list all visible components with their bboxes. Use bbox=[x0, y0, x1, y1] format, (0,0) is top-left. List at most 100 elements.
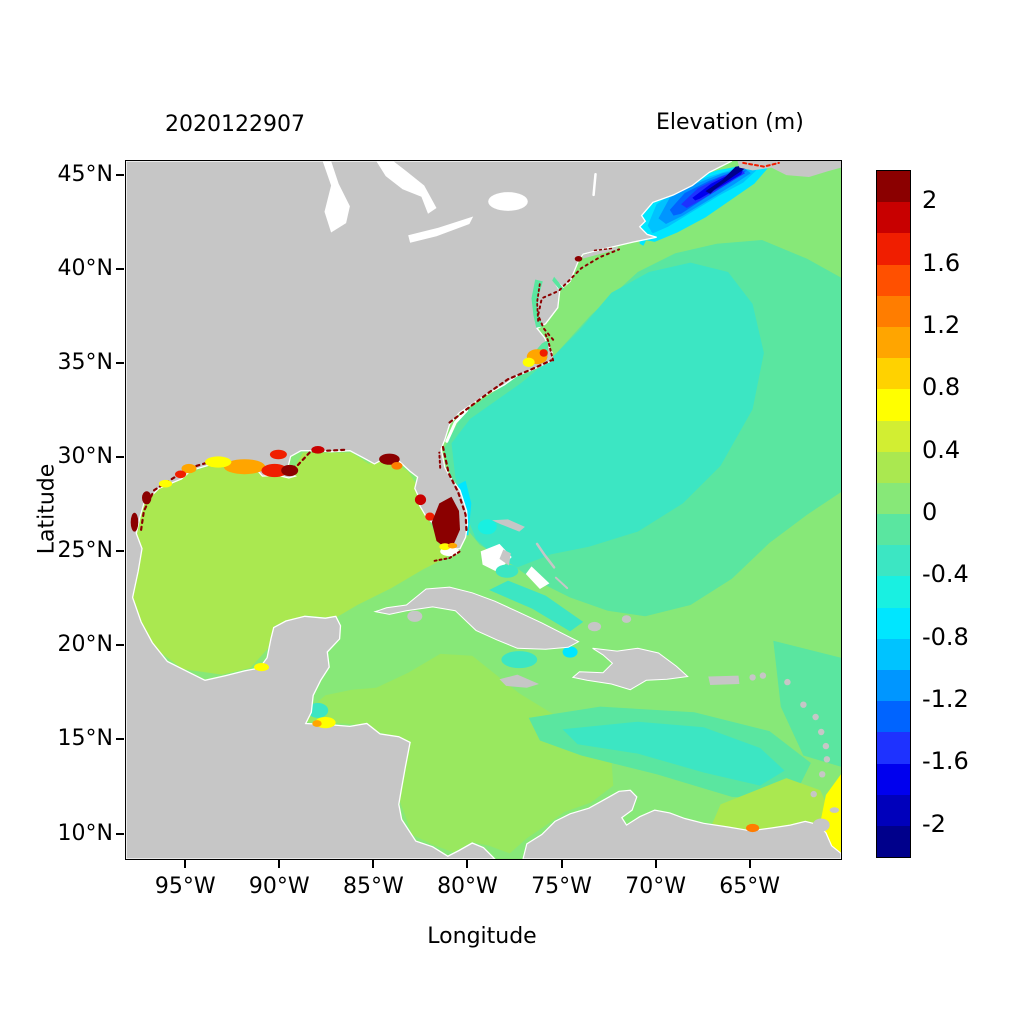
map-layer-se-coast-darkred bbox=[448, 359, 553, 424]
colorbar-title: Elevation (m) bbox=[656, 110, 804, 135]
map-layer-land-lesser-antilles bbox=[823, 756, 831, 763]
y-tick-label: 35°N bbox=[57, 350, 113, 376]
x-axis-label: Longitude bbox=[427, 924, 537, 949]
map-layer-land-jamaica bbox=[499, 674, 539, 688]
map-layer-florida-keys-darkred bbox=[433, 550, 461, 562]
colorbar-tick-label: -1.6 bbox=[922, 747, 969, 776]
map-layer-land-tobago bbox=[829, 807, 840, 813]
map-layer-land-long-island bbox=[582, 246, 618, 259]
y-tick-label: 30°N bbox=[57, 444, 113, 470]
map-layer-chesapeake-darkred bbox=[536, 282, 541, 322]
map-layer-gulf-honduras-turquoise bbox=[307, 702, 329, 718]
map-layer-caribbean-turquoise-band bbox=[562, 721, 785, 786]
map-layer-land-eleuthera bbox=[535, 542, 556, 569]
map-layer-corpus-darkred bbox=[142, 491, 152, 505]
colorbar-block bbox=[877, 389, 910, 421]
y-tick-label: 10°N bbox=[57, 820, 113, 846]
map-layer-lake-huron bbox=[376, 161, 437, 214]
map-layer-land-lesser-antilles bbox=[800, 701, 807, 708]
run-timestamp-title: 2020122907 bbox=[165, 112, 305, 137]
colorbar-block bbox=[877, 326, 910, 359]
colorbar-block bbox=[877, 638, 910, 670]
map-layer-bahama-turquoise-spot bbox=[495, 564, 519, 578]
map-layer-east-antilles-springgreen bbox=[773, 640, 841, 767]
colorbar-tick-label: 0.8 bbox=[922, 373, 961, 402]
colorbar-block bbox=[877, 451, 910, 483]
colorbar-block bbox=[877, 171, 910, 203]
map-layer-land-lesser-antilles bbox=[822, 742, 830, 750]
x-tick-mark bbox=[654, 860, 657, 868]
colorbar-block bbox=[877, 825, 910, 858]
map-layer-land-lesser-antilles bbox=[818, 728, 825, 736]
map-layer-pontchartrain-red bbox=[269, 449, 287, 460]
map-layer-bay-of-fundy-navy bbox=[705, 164, 751, 194]
map-layer-land-nova-scotia bbox=[737, 161, 841, 177]
map-layer-land-isla-juventud bbox=[407, 610, 423, 622]
map-layer-delta-darkred bbox=[281, 464, 299, 477]
map-layer-campeche-yellow bbox=[254, 663, 269, 672]
x-tick-label: 95°W bbox=[154, 874, 216, 899]
map-layer-land-andros bbox=[499, 549, 511, 566]
map-layer-land-lesser-antilles bbox=[784, 678, 791, 686]
colorbar-labels: 2 1.6 1.2 0.8 0.4 0 -0.4 -0.8 -1.2 -1.6 -2 bbox=[922, 170, 1002, 856]
map-layer-midatlantic-coast-darkred bbox=[537, 248, 620, 341]
colorbar-block bbox=[877, 264, 910, 296]
x-tick-label: 85°W bbox=[342, 874, 404, 899]
colorbar-tick-label: 1.6 bbox=[922, 248, 961, 277]
map-layer-land-grand-bahama-abaco bbox=[492, 519, 525, 532]
map-layer-windward-passage-cyan bbox=[562, 646, 578, 658]
x-tick-label: 90°W bbox=[248, 874, 310, 899]
elevation-map bbox=[126, 161, 841, 859]
colorbar-block bbox=[877, 607, 910, 639]
map-layer-louisiana-yellow bbox=[205, 456, 232, 468]
map-layer-land-turks bbox=[621, 615, 632, 623]
map-layer-charlotte-harbor-red bbox=[425, 512, 435, 521]
map-layer-land-hispaniola bbox=[571, 647, 689, 691]
map-layer-land-cuba bbox=[373, 586, 580, 650]
map-layer-tampa-red bbox=[414, 494, 427, 506]
colorbar-block bbox=[877, 794, 910, 826]
map-layer-mobile-bay-red bbox=[311, 446, 325, 454]
x-tick-label: 80°W bbox=[437, 874, 498, 899]
x-tick-label: 70°W bbox=[625, 874, 686, 899]
y-tick-label: 25°N bbox=[57, 538, 113, 564]
y-tick-label: 15°N bbox=[57, 726, 113, 752]
map-layer-pamlico-yellow bbox=[522, 357, 535, 367]
map-layer-bahama-cyan-spot bbox=[477, 519, 497, 535]
colorbar-tick-label: -2 bbox=[922, 809, 946, 838]
y-tick-mark bbox=[116, 268, 124, 271]
x-tick-label: 75°W bbox=[531, 874, 592, 899]
colorbar-tick-label: 0 bbox=[922, 498, 938, 526]
x-tick-mark bbox=[560, 860, 563, 868]
y-tick-mark bbox=[116, 550, 124, 553]
map-layer-gulf-of-mexico bbox=[129, 452, 448, 675]
map-layer-apalachee-orange bbox=[391, 462, 403, 470]
colorbar-block bbox=[877, 514, 910, 546]
x-tick-label: 65°W bbox=[719, 874, 781, 899]
y-tick-label: 20°N bbox=[57, 632, 113, 658]
colorbar-block bbox=[877, 233, 910, 265]
map-layer-land-lesser-antilles bbox=[749, 674, 756, 681]
y-tick-label: 45°N bbox=[57, 162, 113, 188]
map-layer-bahama-bank-white-2 bbox=[525, 566, 550, 589]
map-layer-atlantic-turquoise bbox=[451, 262, 764, 568]
colorbar-block bbox=[877, 545, 910, 577]
map-layer-galveston-orange bbox=[181, 463, 197, 474]
y-tick-mark bbox=[116, 456, 124, 459]
map-layer-west-caribbean bbox=[306, 653, 614, 854]
map-layer-south-florida-orange bbox=[447, 542, 458, 549]
map-layer-south-florida-darkred bbox=[431, 496, 460, 547]
y-tick-mark bbox=[116, 832, 124, 835]
y-tick-mark bbox=[116, 644, 124, 647]
map-layer-florida-east-coast-darkred bbox=[441, 445, 468, 535]
y-tick-label: 40°N bbox=[57, 256, 113, 282]
map-layer-land-puerto-rico bbox=[708, 675, 740, 685]
map-layer-texas-yellow bbox=[158, 479, 173, 488]
colorbar-block bbox=[877, 202, 910, 234]
colorbar-tick-label: -0.8 bbox=[922, 622, 969, 651]
map-layer-georgia-coast-white bbox=[445, 408, 469, 443]
map-layer-land-trinidad bbox=[812, 818, 830, 832]
map-layer-louisiana-red bbox=[261, 463, 288, 478]
map-layer-lake-michigan bbox=[322, 161, 350, 233]
map-layer-honduras-orange bbox=[312, 720, 322, 727]
